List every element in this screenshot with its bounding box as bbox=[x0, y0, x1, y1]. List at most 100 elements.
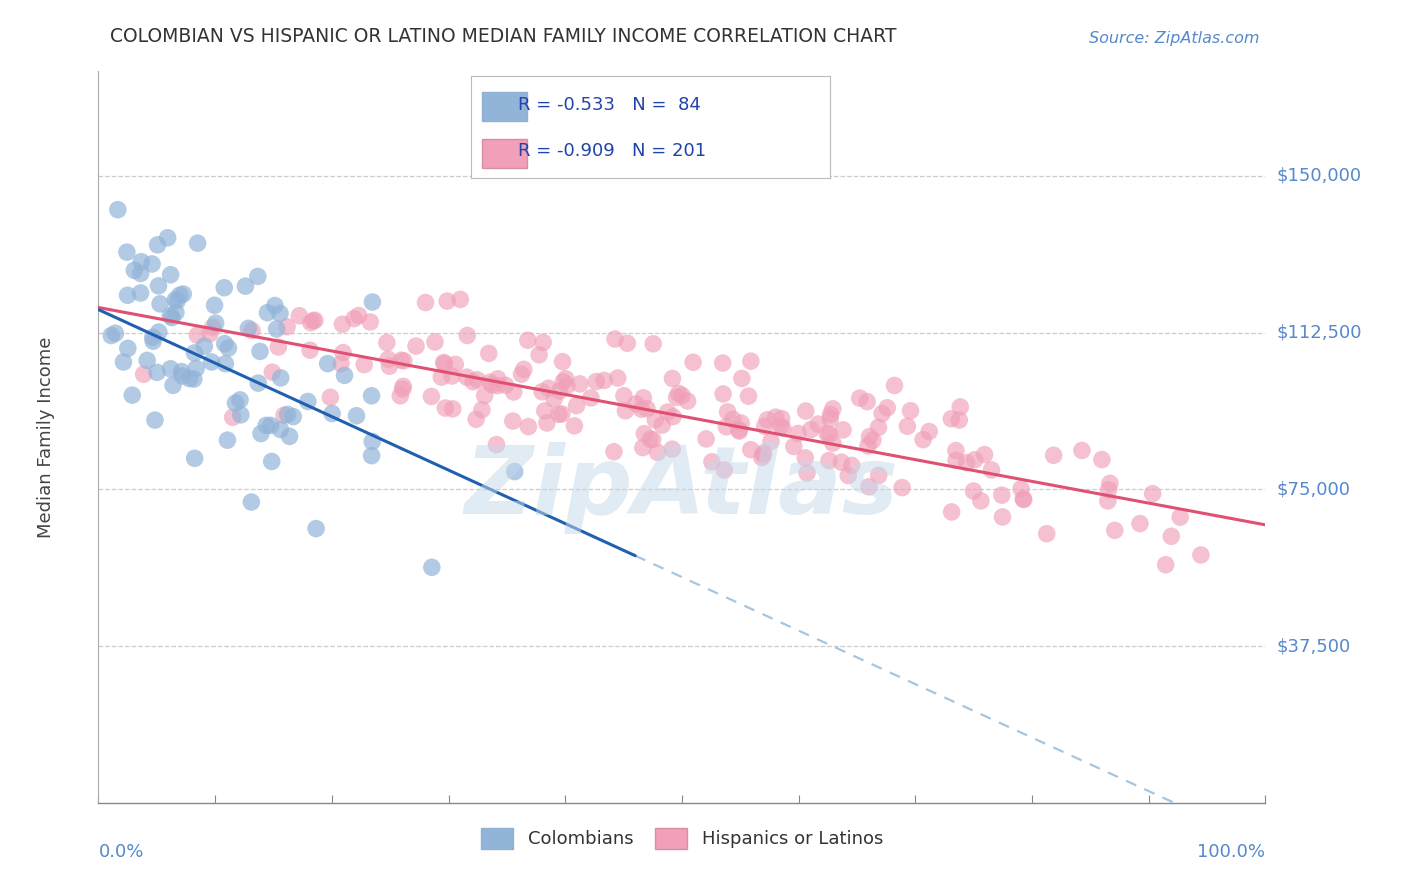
Point bbox=[112, 355, 135, 369]
Point bbox=[1104, 524, 1126, 538]
Point bbox=[148, 325, 170, 339]
Point bbox=[631, 441, 654, 455]
Point bbox=[266, 322, 288, 336]
Point bbox=[603, 332, 626, 346]
Point bbox=[267, 340, 290, 354]
Point bbox=[159, 361, 181, 376]
Point bbox=[963, 452, 986, 467]
Point bbox=[1098, 476, 1121, 491]
Point bbox=[716, 419, 738, 434]
Point bbox=[172, 287, 194, 301]
Point bbox=[862, 434, 884, 448]
Point bbox=[502, 414, 524, 428]
Point bbox=[614, 403, 637, 417]
Point bbox=[260, 454, 283, 468]
Point bbox=[478, 346, 501, 360]
Point bbox=[259, 418, 281, 433]
Point bbox=[124, 263, 146, 277]
Point bbox=[129, 254, 152, 268]
Point bbox=[333, 368, 356, 383]
Point bbox=[818, 453, 841, 467]
Point bbox=[433, 357, 456, 371]
Point bbox=[527, 348, 550, 362]
Point bbox=[449, 293, 471, 307]
Point bbox=[302, 313, 325, 327]
Point bbox=[1098, 483, 1121, 497]
Point bbox=[247, 376, 270, 391]
Point bbox=[1091, 452, 1114, 467]
Point bbox=[740, 354, 762, 368]
Point bbox=[765, 410, 787, 425]
Point bbox=[441, 368, 464, 383]
Point bbox=[772, 421, 794, 435]
Point bbox=[277, 408, 299, 422]
Point bbox=[868, 420, 890, 434]
Text: Median Family Income: Median Family Income bbox=[37, 336, 55, 538]
Point bbox=[246, 269, 269, 284]
Point bbox=[254, 418, 277, 433]
Point bbox=[276, 319, 298, 334]
Point bbox=[970, 494, 993, 508]
Point bbox=[273, 408, 295, 422]
Point bbox=[657, 405, 679, 419]
Point bbox=[146, 365, 169, 379]
Point bbox=[1129, 516, 1152, 531]
Text: R = -0.533   N =  84: R = -0.533 N = 84 bbox=[517, 95, 700, 113]
Point bbox=[676, 394, 699, 409]
Point bbox=[565, 399, 588, 413]
Point bbox=[235, 279, 257, 293]
Point bbox=[832, 423, 855, 437]
Point bbox=[204, 298, 226, 312]
Point bbox=[456, 328, 478, 343]
Point bbox=[900, 403, 922, 417]
Point bbox=[378, 359, 401, 374]
Point bbox=[420, 560, 443, 574]
Point bbox=[129, 267, 152, 281]
Point bbox=[485, 437, 508, 451]
Point bbox=[104, 326, 127, 341]
Point bbox=[1071, 443, 1094, 458]
Point bbox=[100, 328, 122, 343]
Point bbox=[420, 389, 443, 403]
Point bbox=[486, 378, 509, 392]
Point bbox=[129, 285, 152, 300]
Point bbox=[201, 320, 224, 334]
Point bbox=[756, 413, 779, 427]
Point bbox=[478, 376, 501, 390]
Point bbox=[554, 372, 576, 386]
Point bbox=[433, 355, 456, 369]
Point bbox=[1012, 491, 1035, 506]
Point bbox=[212, 281, 235, 295]
Point bbox=[876, 401, 898, 415]
Point bbox=[962, 483, 984, 498]
Point bbox=[347, 309, 370, 323]
Point bbox=[160, 310, 183, 325]
Point bbox=[730, 416, 752, 430]
Point bbox=[1097, 494, 1119, 508]
Point bbox=[896, 419, 918, 434]
Point bbox=[299, 316, 322, 330]
Point bbox=[444, 357, 467, 371]
Point bbox=[638, 432, 661, 446]
Point bbox=[510, 367, 533, 381]
Point bbox=[564, 418, 586, 433]
Point bbox=[264, 299, 287, 313]
Point bbox=[332, 345, 354, 359]
Point bbox=[162, 378, 184, 392]
Point bbox=[1010, 482, 1032, 496]
Point bbox=[633, 426, 655, 441]
Point bbox=[117, 342, 139, 356]
Text: $150,000: $150,000 bbox=[1277, 167, 1361, 185]
Point bbox=[543, 392, 565, 406]
Point bbox=[821, 401, 844, 416]
Point bbox=[759, 434, 782, 449]
Point bbox=[298, 343, 321, 358]
Point bbox=[343, 311, 366, 326]
Point bbox=[662, 409, 685, 424]
Point bbox=[713, 463, 735, 477]
Point bbox=[740, 442, 762, 457]
Point bbox=[643, 336, 665, 351]
Point bbox=[752, 446, 775, 460]
Point bbox=[517, 419, 540, 434]
Point bbox=[471, 402, 494, 417]
